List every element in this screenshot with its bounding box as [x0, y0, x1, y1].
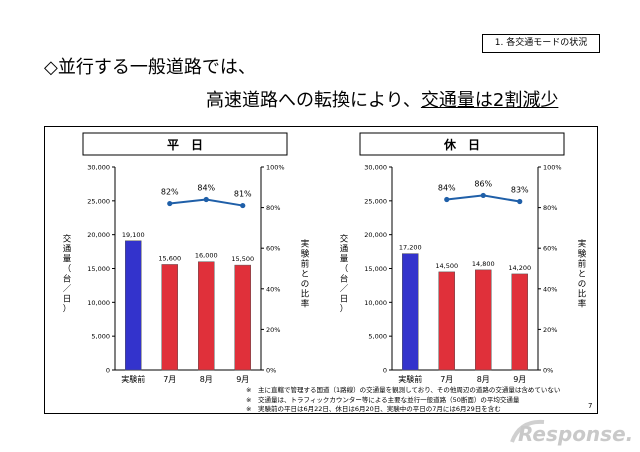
footnote-1: ※ 主に直轄で管理する国道（1路線）の交通量を観測しており、その他周辺の道路の交…	[246, 386, 561, 394]
x-tick-label: 8月	[477, 375, 490, 384]
chart-title: 休 日	[443, 137, 480, 152]
x-tick-label: 7月	[440, 375, 453, 384]
y2-axis-title: 実験前との比率	[301, 239, 310, 310]
response-logo: Response.	[518, 422, 634, 446]
y2-tick-label: 40%	[266, 285, 280, 293]
ratio-label: 86%	[474, 179, 492, 188]
bar	[125, 240, 142, 371]
headline-line-2-text: 高速道路への転換により、	[206, 90, 421, 111]
y-tick-label: 10,000	[87, 299, 110, 307]
footnotes: ※ 主に直轄で管理する国道（1路線）の交通量を観測しており、その他周辺の道路の交…	[246, 386, 560, 415]
y2-tick-label: 100%	[543, 164, 562, 172]
bar-value-label: 19,100	[122, 231, 145, 239]
bar-value-label: 14,200	[508, 264, 531, 272]
chart-title-box	[82, 132, 288, 156]
y-axis-title: 交通量（台／日）	[340, 234, 349, 315]
bar-value-label: 14,500	[435, 262, 458, 270]
bar-value-label: 17,200	[399, 244, 422, 252]
y2-tick-label: 60%	[543, 245, 557, 253]
y-tick-label: 25,000	[364, 197, 387, 205]
ratio-point	[203, 196, 209, 203]
y-axis-title: 交通量（台／日）	[63, 234, 72, 315]
chart-title-box	[359, 132, 565, 156]
ratio-label: 82%	[161, 188, 179, 197]
holiday-chart: 休 日 0 5,000 10,000 15,000 20,000 25,000 30,000 0…	[340, 132, 587, 384]
bar-value-label: 16,000	[195, 252, 218, 260]
bar	[475, 269, 492, 371]
x-tick-label: 9月	[513, 375, 526, 384]
bar-value-label: 15,600	[158, 254, 181, 262]
y-tick-label: 5,000	[368, 333, 387, 341]
y-tick-label: 20,000	[87, 231, 110, 239]
chart-frame: 平 日 0 5,000 10,000 15,000 20,000 25,000 30,000 0…	[44, 126, 598, 414]
headline-underlined-text: 交通量は2割減少	[420, 90, 559, 111]
ratio-label: 84%	[197, 183, 215, 192]
y-tick-label: 20,000	[364, 231, 387, 239]
footnote-2: ※ 交通量は、トラフィックカウンター等による主要な並行一般道路（50断面）の平均…	[246, 395, 520, 404]
y-tick-label: 15,000	[364, 265, 387, 273]
footnote-3: ※ 実験前の平日は6月22日、休日は6月20日、実験中の平日の7月には6月29日…	[246, 405, 501, 413]
y-tick-label: 0	[383, 367, 387, 375]
y-tick-label: 30,000	[364, 164, 387, 172]
y2-tick-label: 0%	[543, 367, 553, 375]
bar	[511, 273, 528, 371]
y-tick-label: 5,000	[91, 333, 110, 341]
section-tag: 1. 各交通モードの状況	[482, 34, 600, 53]
ratio-point	[167, 200, 173, 207]
bar	[198, 261, 215, 371]
x-tick-label: 実験前	[398, 374, 422, 384]
ratio-label: 81%	[234, 190, 252, 199]
x-tick-label: 7月	[163, 375, 176, 384]
bar	[402, 253, 419, 371]
chart-title: 平 日	[167, 138, 203, 152]
x-tick-label: 8月	[200, 375, 213, 384]
y2-tick-label: 80%	[266, 204, 280, 212]
ratio-point	[480, 192, 486, 199]
y-tick-label: 10,000	[364, 299, 387, 307]
y-tick-label: 25,000	[87, 197, 110, 205]
headline-line-2: 高速道路への転換により、交通量は2割減少	[206, 86, 558, 112]
weekday-chart: 平 日 0 5,000 10,000 15,000 20,000 25,000 30,000 0…	[63, 132, 310, 384]
logo-swoosh	[510, 419, 545, 443]
y2-tick-label: 20%	[266, 326, 280, 334]
y-tick-label: 15,000	[87, 265, 110, 273]
bar	[438, 271, 455, 371]
ratio-label: 83%	[511, 186, 529, 195]
bar-value-label: 14,800	[472, 260, 495, 268]
ratio-point	[240, 202, 246, 209]
bar	[161, 264, 178, 371]
x-tick-label: 実験前	[121, 374, 145, 384]
y-tick-label: 30,000	[87, 164, 110, 172]
ratio-point	[517, 198, 523, 205]
bar	[234, 264, 251, 371]
y-tick-label: 0	[106, 367, 110, 375]
y2-tick-label: 0%	[266, 367, 276, 375]
y2-axis-title: 実験前との比率	[578, 239, 587, 310]
bar-value-label: 15,500	[231, 255, 254, 263]
ratio-label: 84%	[438, 183, 456, 192]
y2-tick-label: 60%	[266, 245, 280, 253]
page-number: 7	[588, 402, 593, 410]
x-tick-label: 9月	[236, 375, 249, 384]
y2-tick-label: 80%	[543, 204, 557, 212]
headline-line-1: ◇並行する一般道路では、	[44, 57, 256, 78]
y2-tick-label: 40%	[543, 285, 557, 293]
ratio-point	[444, 196, 450, 203]
y2-tick-label: 20%	[543, 326, 557, 334]
y2-tick-label: 100%	[266, 164, 285, 172]
